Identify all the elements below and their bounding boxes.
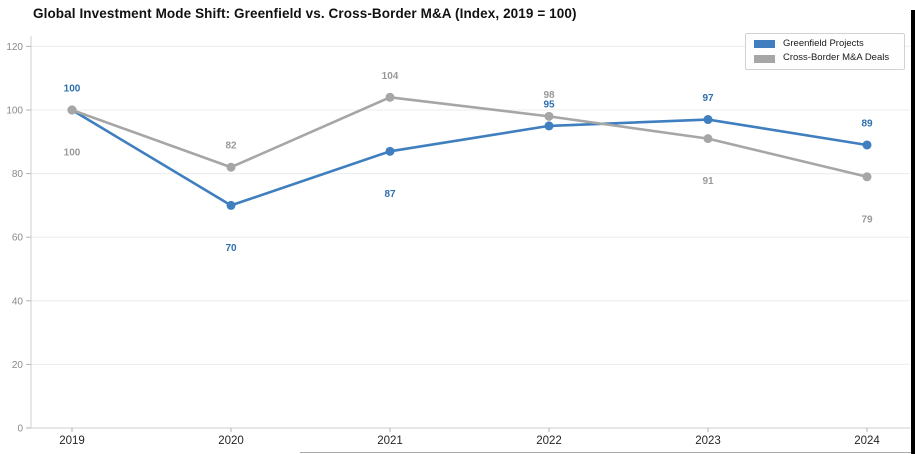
data-label-cross-border-m-a-deals-2021: 104 <box>382 71 399 82</box>
data-point-greenfield-projects-2022 <box>544 121 554 131</box>
data-point-greenfield-projects-2023 <box>703 115 713 125</box>
y-tick-label-60: 60 <box>12 233 24 244</box>
data-label-greenfield-projects-2023: 97 <box>702 93 714 104</box>
legend: Greenfield Projects Cross-Border M&A Dea… <box>745 33 905 70</box>
x-tick-label-2021: 2021 <box>377 435 403 447</box>
x-tick-label-2023: 2023 <box>695 435 721 447</box>
series-line-cross-border-m-a-deals <box>70 95 869 179</box>
x-tick-label-2024: 2024 <box>854 435 880 447</box>
data-label-greenfield-projects-2024: 89 <box>861 118 873 129</box>
data-label-greenfield-projects-2022: 95 <box>543 99 555 110</box>
chart-title: Global Investment Mode Shift: Greenfield… <box>33 6 577 21</box>
data-point-cross-border-m-a-deals-2019 <box>67 105 77 115</box>
data-point-greenfield-projects-2024 <box>862 140 872 150</box>
y-tick-label-120: 120 <box>6 42 23 53</box>
screenshot-edge-bottom <box>300 452 911 453</box>
data-label-greenfield-projects-2021: 87 <box>384 189 396 200</box>
data-label-cross-border-m-a-deals-2023: 91 <box>702 176 714 187</box>
data-label-cross-border-m-a-deals-2022: 98 <box>543 90 555 101</box>
data-point-cross-border-m-a-deals-2020 <box>226 162 236 172</box>
x-tick-label-2019: 2019 <box>59 435 85 447</box>
legend-label-greenfield: Greenfield Projects <box>783 38 864 49</box>
legend-item-greenfield: Greenfield Projects <box>754 38 897 49</box>
x-tick-label-2022: 2022 <box>536 435 562 447</box>
data-label-cross-border-m-a-deals-2019: 100 <box>64 148 81 159</box>
data-label-cross-border-m-a-deals-2024: 79 <box>861 214 873 225</box>
legend-swatch-greenfield-icon <box>754 40 775 49</box>
y-tick-label-100: 100 <box>6 106 23 117</box>
data-point-greenfield-projects-2020 <box>226 200 236 210</box>
data-label-greenfield-projects-2020: 70 <box>225 243 237 254</box>
series-line-greenfield-projects <box>70 108 869 207</box>
data-label-cross-border-m-a-deals-2020: 82 <box>225 141 237 152</box>
screenshot-edge-right <box>911 10 915 454</box>
data-point-cross-border-m-a-deals-2024 <box>862 172 872 182</box>
data-point-cross-border-m-a-deals-2021 <box>385 92 395 102</box>
data-point-cross-border-m-a-deals-2022 <box>544 111 554 121</box>
data-label-greenfield-projects-2019: 100 <box>64 84 81 95</box>
y-tick-label-0: 0 <box>17 424 23 435</box>
legend-label-cross-border: Cross-Border M&A Deals <box>783 52 890 64</box>
x-tick-label-2020: 2020 <box>218 435 244 447</box>
data-point-greenfield-projects-2021 <box>385 146 395 156</box>
legend-item-cross-border: Cross-Border M&A Deals <box>754 52 897 64</box>
legend-swatch-cross-border-icon <box>754 54 775 63</box>
y-tick-label-40: 40 <box>12 296 24 307</box>
data-point-cross-border-m-a-deals-2023 <box>703 134 713 144</box>
y-tick-label-80: 80 <box>12 169 24 180</box>
y-tick-label-20: 20 <box>12 360 24 371</box>
